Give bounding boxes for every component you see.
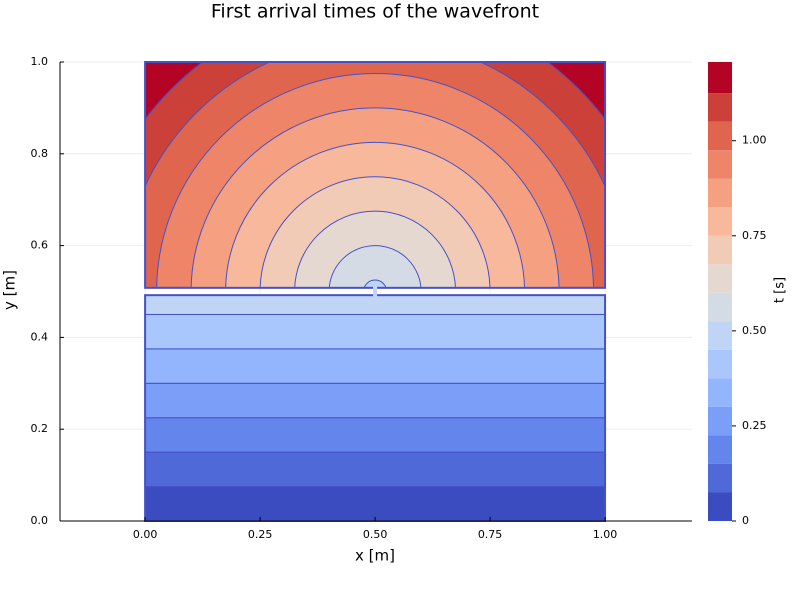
lower-region <box>145 295 606 521</box>
colorbar-band <box>708 121 732 151</box>
colorbar-band <box>708 264 732 293</box>
y-axis-label: y [m] <box>1 270 19 310</box>
colorbar-tick-label: 0.75 <box>742 229 767 242</box>
colorbar-band <box>708 235 732 265</box>
slit <box>373 285 378 298</box>
colorbar-band <box>708 207 732 236</box>
y-tick-label: 0.8 <box>31 147 49 160</box>
colorbar-tick-label: 0 <box>742 514 749 527</box>
colorbar-band <box>708 150 732 179</box>
colorbar-band <box>708 406 732 436</box>
colorbar-tick-label: 0.25 <box>742 419 767 432</box>
colorbar-band <box>708 349 732 379</box>
upper-region <box>145 62 606 288</box>
colorbar-band <box>708 378 732 407</box>
contour-band <box>145 486 606 521</box>
colorbar-band <box>708 292 732 322</box>
contour-band <box>145 348 606 384</box>
y-tick-label: 1.0 <box>31 55 49 68</box>
chart-title: First arrival times of the wavefront <box>211 1 539 23</box>
y-tick-label: 0.2 <box>31 422 49 435</box>
contour-band <box>328 245 422 288</box>
colorbar-band <box>708 463 732 493</box>
y-tick-label: 0.4 <box>31 330 49 343</box>
contour-band <box>145 417 606 453</box>
colorbar-band <box>708 435 732 464</box>
colorbar-label: t [s] <box>773 277 788 303</box>
x-tick-label: 1.00 <box>593 528 618 541</box>
x-tick-label: 0.25 <box>248 528 273 541</box>
x-tick-label: 0.50 <box>363 528 388 541</box>
y-tick-label: 0.6 <box>31 239 49 252</box>
contour-band <box>145 451 606 488</box>
colorbar-band <box>708 62 732 94</box>
x-tick-label: 0.00 <box>133 528 158 541</box>
x-tick-label: 0.75 <box>478 528 503 541</box>
x-axis-label: x [m] <box>355 547 395 565</box>
colorbar-band <box>708 492 732 521</box>
colorbar-tick-label: 0.50 <box>742 324 767 337</box>
y-tick-label: 0.0 <box>31 514 49 527</box>
colorbar-band <box>708 178 732 208</box>
contour-band <box>363 279 387 288</box>
colorbar-tick-label: 1.00 <box>742 134 767 147</box>
contour-band <box>145 295 606 315</box>
contour-band <box>145 382 606 419</box>
colorbar-band <box>708 321 732 350</box>
contour-band <box>145 313 606 350</box>
colorbar-band <box>708 93 732 122</box>
